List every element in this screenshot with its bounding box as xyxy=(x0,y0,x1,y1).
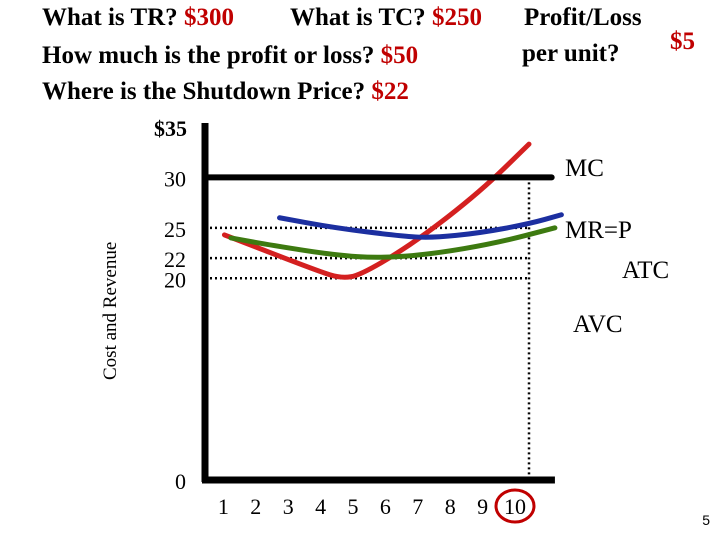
tc-value: $250 xyxy=(431,4,482,31)
y-tick-label-0: 0 xyxy=(175,469,186,494)
series-atc-line xyxy=(277,212,564,240)
x-tick-label-6: 6 xyxy=(380,494,391,519)
highlight-circle-quantity xyxy=(494,488,536,524)
y-tick-label-22: 22 xyxy=(164,247,186,272)
question-tr: What is TR? $300 xyxy=(42,4,234,32)
series-atc-label: ATC xyxy=(622,257,669,284)
series-mr-p-label: MR=P xyxy=(565,217,632,244)
x-tick-label-2: 2 xyxy=(250,494,261,519)
y-tick-label-35: $35 xyxy=(154,116,187,141)
question-per-unit-2: per unit? xyxy=(522,40,620,67)
shutdown-label: Where is the Shutdown Price? xyxy=(42,78,366,105)
x-tick-label-7: 7 xyxy=(412,494,423,519)
profit-label: How much is the profit or loss? xyxy=(42,42,375,69)
profit-value: $50 xyxy=(380,42,419,69)
y-tick-label-30: 30 xyxy=(164,166,186,191)
tr-label: What is TR? xyxy=(42,4,178,31)
y-tick-label-25: 25 xyxy=(164,217,186,242)
x-tick-label-1: 1 xyxy=(218,494,229,519)
x-tick-label-3: 3 xyxy=(283,494,294,519)
series-mc-label: MC xyxy=(565,155,604,182)
per-unit-value: $5 xyxy=(670,28,695,55)
series-mc-line xyxy=(221,141,532,280)
question-per-unit-1: Profit/Loss xyxy=(524,4,642,31)
x-tick-label-8: 8 xyxy=(445,494,456,519)
tc-label: What is TC? xyxy=(290,4,426,31)
tr-value: $300 xyxy=(183,4,234,31)
question-profit: How much is the profit or loss? $50 xyxy=(42,42,418,70)
slide-number: 5 xyxy=(702,512,710,528)
shutdown-value: $22 xyxy=(371,78,409,105)
series-avc-label: AVC xyxy=(573,311,623,338)
question-shutdown: Where is the Shutdown Price? $22 xyxy=(42,78,409,106)
question-tc: What is TC? $250 xyxy=(290,4,482,32)
x-tick-label-4: 4 xyxy=(315,494,326,519)
x-tick-label-9: 9 xyxy=(477,494,488,519)
x-tick-label-5: 5 xyxy=(348,494,359,519)
y-tick-label-20: 20 xyxy=(164,267,186,292)
x-tick-label-10: 10 xyxy=(504,494,526,519)
series-avc-line xyxy=(228,225,558,260)
